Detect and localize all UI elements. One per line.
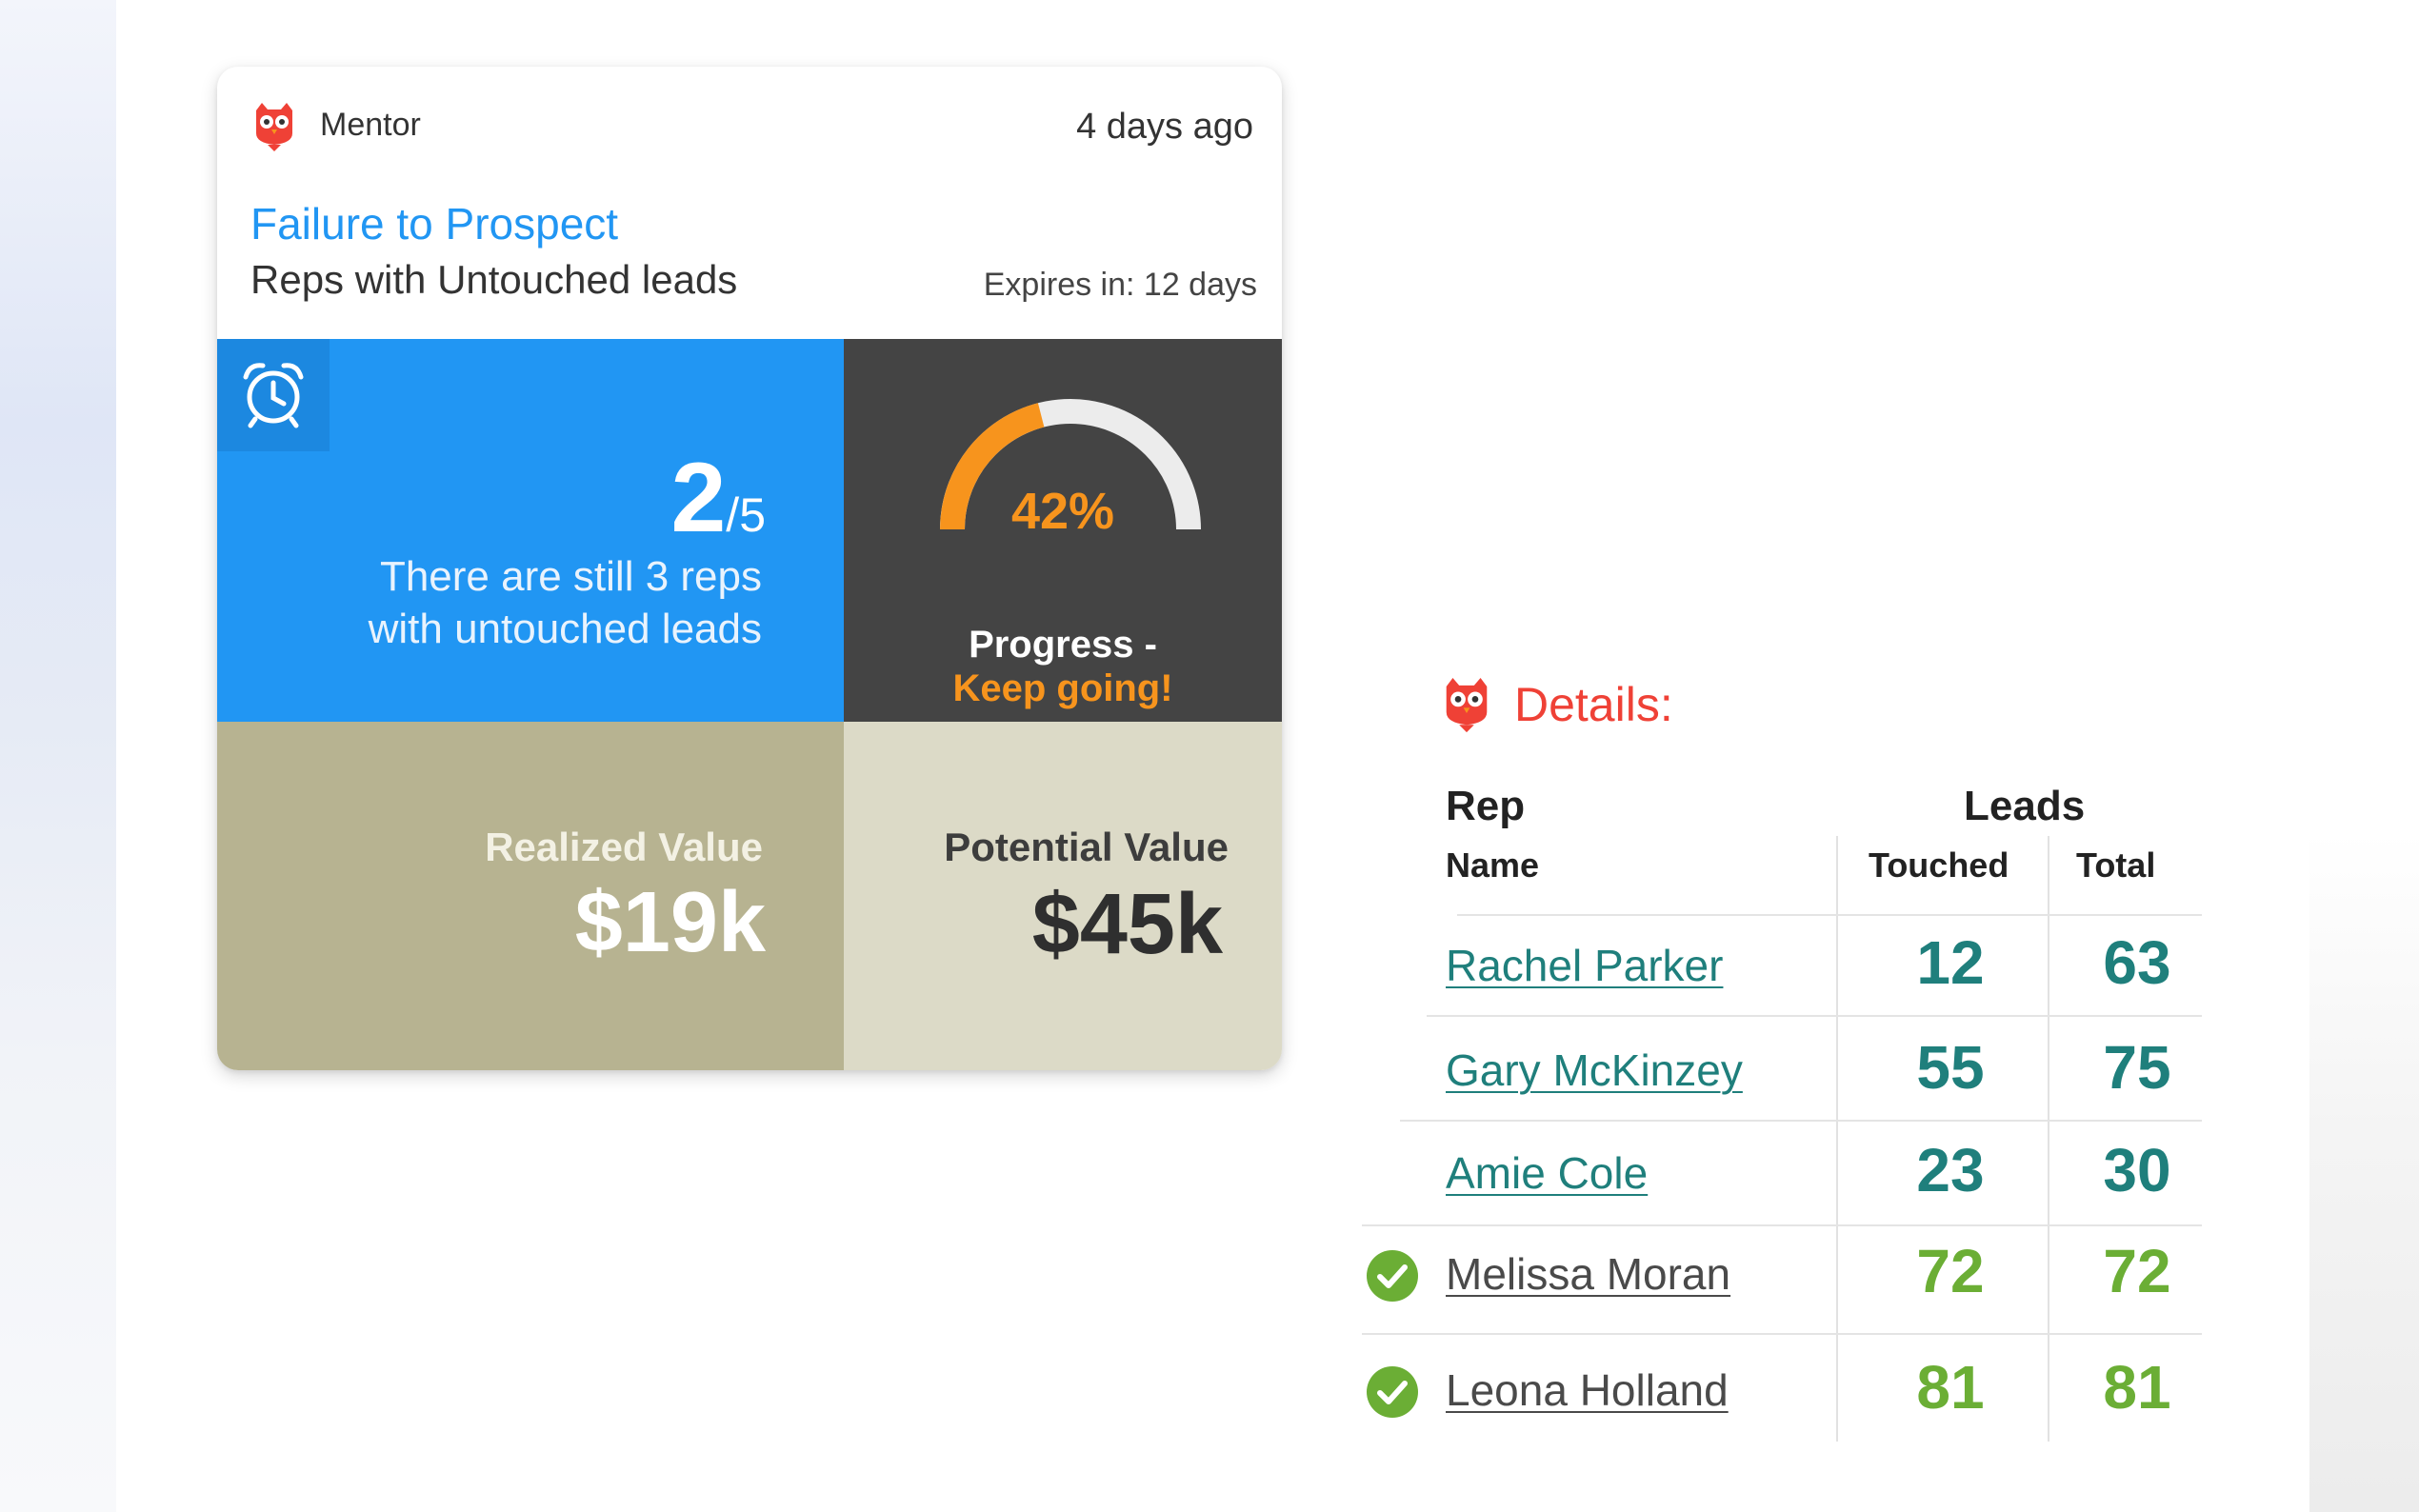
reps-remaining-line-1: There are still 3 reps bbox=[379, 553, 762, 600]
rep-name-link[interactable]: Rachel Parker bbox=[1446, 941, 1724, 990]
progress-label-text: Progress - bbox=[969, 624, 1157, 666]
total-count: 30 bbox=[2103, 1136, 2171, 1204]
reps-count: 2/5 bbox=[670, 442, 766, 555]
progress-gauge bbox=[940, 399, 1201, 530]
realized-value-label: Realized Value bbox=[485, 825, 763, 869]
potential-value-label: Potential Value bbox=[944, 825, 1229, 869]
header-rep: Rep bbox=[1446, 783, 1526, 829]
alarm-clock-icon bbox=[243, 363, 304, 428]
card-header: Mentor 4 days ago Failure to Prospect Re… bbox=[217, 67, 1282, 339]
column-divider bbox=[2048, 836, 2049, 1442]
row-divider bbox=[1400, 1120, 2202, 1122]
card-subtitle: Reps with Untouched leads bbox=[250, 257, 738, 302]
header-total: Total bbox=[2076, 846, 2156, 885]
header-name: Name bbox=[1446, 846, 1540, 885]
row-divider bbox=[1362, 1224, 2202, 1226]
realized-value-panel: Realized Value $19k bbox=[217, 722, 844, 1070]
touched-count: 12 bbox=[1916, 928, 1985, 997]
owl-icon bbox=[1446, 678, 1488, 733]
reps-count-done: 2 bbox=[670, 443, 727, 553]
card-source: Mentor bbox=[320, 107, 421, 143]
gauge-fill bbox=[940, 403, 1045, 530]
column-divider bbox=[1836, 836, 1838, 1442]
owl-icon bbox=[256, 103, 292, 151]
total-count: 72 bbox=[2103, 1237, 2171, 1305]
background-right-shade bbox=[2309, 0, 2419, 1512]
mentor-card[interactable]: Mentor 4 days ago Failure to Prospect Re… bbox=[217, 67, 1282, 1070]
count-panel: 2/5 There are still 3 reps with untouche… bbox=[217, 339, 844, 722]
check-circle-icon bbox=[1367, 1366, 1418, 1418]
rep-name-link[interactable]: Gary McKinzey bbox=[1446, 1045, 1743, 1095]
row-divider bbox=[1362, 1333, 2202, 1335]
potential-value-panel: Potential Value $45k bbox=[844, 722, 1282, 1070]
details-title: Details: bbox=[1514, 678, 1673, 731]
realized-value-amount: $19k bbox=[574, 875, 766, 970]
row-divider bbox=[1457, 914, 2202, 916]
background-left-gradient bbox=[0, 0, 116, 1512]
touched-count: 72 bbox=[1916, 1237, 1985, 1305]
progress-label: Progress - Keep going! bbox=[844, 623, 1282, 710]
reps-count-total: /5 bbox=[726, 488, 766, 542]
header-leads: Leads bbox=[1964, 783, 2086, 829]
touched-count: 23 bbox=[1916, 1136, 1985, 1204]
progress-status: Keep going! bbox=[952, 667, 1173, 709]
header-touched: Touched bbox=[1869, 846, 2009, 885]
reps-remaining-text: There are still 3 reps with untouched le… bbox=[267, 550, 762, 655]
progress-panel: 42% Progress - Keep going! bbox=[844, 339, 1282, 722]
touched-count: 81 bbox=[1916, 1353, 1985, 1422]
reps-remaining-line-2: with untouched leads bbox=[368, 606, 762, 652]
card-timestamp: 4 days ago bbox=[1076, 107, 1253, 147]
rep-name-link[interactable]: Amie Cole bbox=[1446, 1148, 1649, 1198]
row-divider bbox=[1427, 1015, 2202, 1017]
total-count: 75 bbox=[2103, 1033, 2171, 1102]
total-count: 63 bbox=[2103, 928, 2171, 997]
rep-name-link[interactable]: Leona Holland bbox=[1446, 1365, 1729, 1415]
potential-value-amount: $45k bbox=[1031, 877, 1223, 972]
alarm-badge bbox=[217, 339, 330, 451]
touched-count: 55 bbox=[1916, 1033, 1985, 1102]
rep-name-link[interactable]: Melissa Moran bbox=[1446, 1249, 1731, 1299]
card-title[interactable]: Failure to Prospect bbox=[250, 199, 619, 249]
total-count: 81 bbox=[2103, 1353, 2171, 1422]
check-circle-icon bbox=[1367, 1250, 1418, 1302]
progress-percent: 42% bbox=[1010, 483, 1115, 540]
expires-label: Expires in: 12 days bbox=[983, 267, 1257, 303]
